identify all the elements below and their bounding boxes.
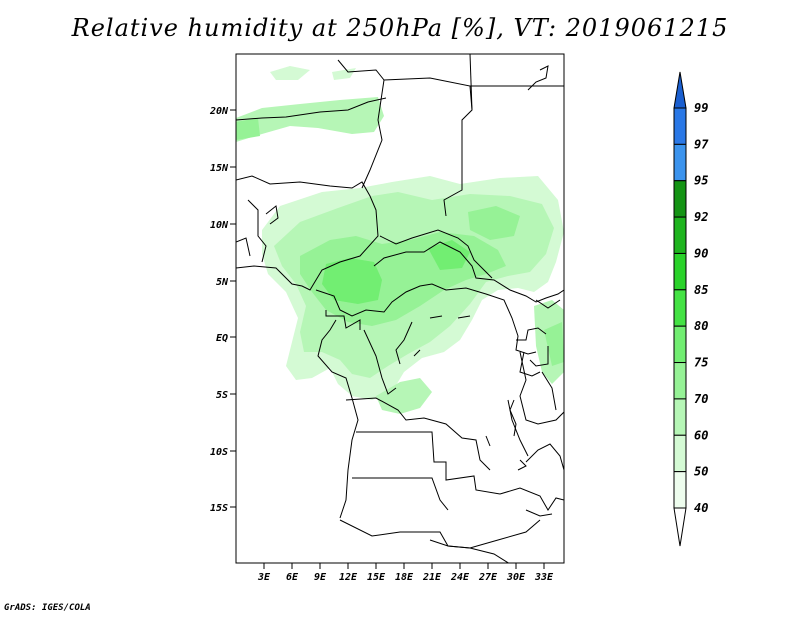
map-frame [235,53,565,564]
colorbar-top-arrow [673,71,687,109]
colorbar-box [673,398,687,436]
lon-label: 3E [257,572,271,583]
colorbar-label: 70 [694,392,708,406]
lon-label: 6E [286,572,299,583]
country-borders [236,54,564,563]
lat-label: 5N [216,277,229,288]
colorbar-box [673,434,687,473]
colorbar-box [673,362,687,400]
lat-label: 15N [210,163,229,174]
colorbar-box [673,289,687,327]
lat-label: 15S [210,503,228,514]
lon-label: 15E [367,572,386,583]
colorbar-bottom-arrow [673,507,687,547]
colorbar-label: 50 [694,465,708,479]
lat-label: EQ [216,333,228,344]
colorbar-label: 40 [694,501,708,515]
colorbar-label: 75 [694,356,708,370]
map-title: Relative humidity at 250hPa [%], VT: 201… [71,14,729,42]
lon-label: 12E [339,572,358,583]
lat-label: 20N [209,106,229,117]
credit-text: GrADS: IGES/COLA [4,603,91,613]
longitude-labels: 3E 6E 9E 12E 15E 18E 21E 24E 27E 30E 33E [257,572,554,583]
lon-label: 27E [478,572,498,583]
colorbar-label: 85 [694,283,708,297]
colorbar-box [673,252,687,291]
colorbar-label: 95 [694,174,708,188]
lat-label: 5S [216,390,228,401]
colorbar-label: 97 [694,137,709,151]
lat-label: 10N [210,220,229,231]
colorbar-box [673,325,687,364]
humidity-shading [236,66,564,414]
lon-label: 18E [395,572,414,583]
lon-label: 30E [506,572,526,583]
colorbar-label: 99 [694,101,708,115]
lon-label: 9E [314,572,327,583]
colorbar-label: 80 [694,319,708,333]
colorbar-box [673,216,687,254]
lon-label: 33E [534,572,554,583]
colorbar: 99 97 95 92 90 85 80 75 70 60 50 40 [673,71,709,547]
lon-label: 24E [450,572,470,583]
colorbar-box [673,180,687,218]
lat-label: 10S [210,447,228,458]
colorbar-label: 92 [694,210,708,224]
colorbar-box [673,143,687,182]
colorbar-label: 90 [694,246,708,260]
colorbar-label: 60 [694,428,708,442]
colorbar-box [673,471,687,509]
colorbar-box [673,107,687,145]
latitude-labels: 20N 15N 10N 5N EQ 5S 10S 15S [209,106,229,514]
axis-ticks [230,109,545,569]
lon-label: 21E [422,572,442,583]
